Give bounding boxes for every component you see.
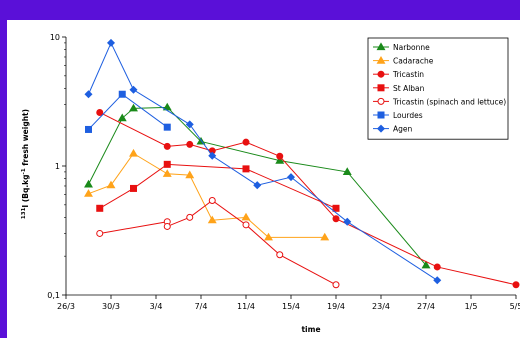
data-point-series-1 bbox=[185, 170, 195, 179]
data-point-series-4 bbox=[96, 229, 104, 237]
data-point-series-0 bbox=[421, 260, 431, 269]
data-point-series-6 bbox=[84, 90, 93, 99]
data-point-series-2 bbox=[163, 142, 171, 150]
data-point-series-2 bbox=[186, 140, 194, 148]
data-point-series-3 bbox=[96, 204, 104, 212]
x-tick-label: 5/5 bbox=[510, 302, 520, 311]
data-point-series-5 bbox=[118, 90, 126, 98]
legend-marker bbox=[376, 42, 386, 51]
data-point-series-0 bbox=[117, 113, 127, 122]
legend-label: Narbonne bbox=[393, 43, 430, 52]
data-point-series-6 bbox=[129, 85, 138, 94]
data-point-series-1 bbox=[84, 189, 93, 197]
legend-box bbox=[367, 37, 509, 140]
x-tick-label: 1/5 bbox=[465, 302, 478, 311]
data-point-series-1 bbox=[129, 148, 138, 157]
x-tick-label: 19/4 bbox=[327, 302, 345, 311]
data-point-series-0 bbox=[129, 103, 138, 112]
legend-label: Lourdes bbox=[393, 111, 423, 120]
y-tick-label: 0,1 bbox=[47, 291, 60, 300]
legend-label: Tricastin bbox=[392, 70, 424, 79]
data-point-series-6 bbox=[208, 151, 217, 160]
data-point-series-1 bbox=[320, 232, 330, 241]
data-point-series-1 bbox=[162, 169, 172, 177]
data-point-series-6 bbox=[253, 181, 262, 190]
x-tick-label: 30/3 bbox=[102, 302, 120, 311]
data-point-series-2 bbox=[512, 281, 520, 289]
data-point-series-6 bbox=[185, 120, 194, 129]
series-line-0 bbox=[88, 106, 427, 266]
x-tick-label: 15/4 bbox=[282, 302, 300, 311]
legend-marker bbox=[377, 97, 385, 105]
data-point-series-0 bbox=[84, 179, 93, 188]
data-point-series-0 bbox=[275, 156, 285, 164]
data-point-series-6 bbox=[433, 276, 442, 285]
legend-marker bbox=[376, 124, 386, 133]
data-point-series-4 bbox=[332, 281, 340, 289]
legend-marker bbox=[377, 70, 385, 78]
data-point-series-1 bbox=[207, 215, 217, 224]
data-point-series-2 bbox=[433, 263, 441, 271]
x-tick-label: 11/4 bbox=[237, 302, 255, 311]
legend-label: St Alban bbox=[393, 84, 425, 93]
x-tick-label: 23/4 bbox=[372, 302, 390, 311]
data-point-series-5 bbox=[163, 123, 171, 131]
legend-label: Cadarache bbox=[393, 57, 434, 66]
data-point-series-6 bbox=[106, 38, 116, 47]
data-point-series-4 bbox=[242, 221, 250, 229]
data-point-series-2 bbox=[242, 138, 250, 146]
y-axis-label: 131I (Bq.kg-1 fresh weight) bbox=[21, 109, 30, 219]
legend-marker bbox=[376, 56, 386, 64]
data-point-series-3 bbox=[130, 184, 137, 192]
x-axis-label: time bbox=[301, 325, 320, 334]
data-point-series-1 bbox=[264, 232, 273, 241]
data-point-series-1 bbox=[106, 180, 116, 189]
data-point-series-4 bbox=[163, 222, 171, 230]
legend-marker bbox=[377, 84, 385, 92]
data-point-series-0 bbox=[162, 102, 172, 111]
chart-frame: 0,1 1 10 26/3 30/3 3/4 7/4 11/4 15/4 19/4 23/4 27/4… bbox=[7, 20, 520, 338]
x-tick-label: 27/4 bbox=[417, 302, 435, 311]
data-point-series-2 bbox=[332, 215, 340, 223]
data-point-series-0 bbox=[342, 167, 352, 176]
data-point-series-1 bbox=[241, 212, 251, 221]
data-point-series-6 bbox=[343, 217, 352, 226]
line-chart: 0,1 1 10 26/3 30/3 3/4 7/4 11/4 15/4 19/4 23/4 27/4… bbox=[21, 33, 520, 334]
data-point-series-3 bbox=[163, 160, 171, 168]
data-point-series-4 bbox=[186, 213, 194, 221]
data-point-series-2 bbox=[96, 108, 104, 116]
data-point-series-4 bbox=[208, 197, 216, 205]
data-point-series-5 bbox=[85, 125, 92, 133]
legend-label: Agen bbox=[393, 125, 413, 134]
data-point-series-4 bbox=[276, 251, 284, 259]
series-line-4 bbox=[99, 199, 337, 286]
x-tick-label: 3/4 bbox=[150, 302, 163, 311]
y-tick-label: 1 bbox=[55, 162, 60, 171]
x-tick-label: 26/3 bbox=[57, 302, 75, 311]
data-point-series-2 bbox=[276, 152, 284, 160]
y-tick-label: 10 bbox=[50, 33, 60, 42]
data-point-series-3 bbox=[242, 165, 250, 173]
series-line-1 bbox=[88, 152, 325, 238]
legend-label: Tricastin (spinach and lettuce) bbox=[392, 97, 506, 106]
x-tick-label: 7/4 bbox=[195, 302, 208, 311]
data-point-series-3 bbox=[332, 204, 340, 212]
legend-marker bbox=[377, 111, 385, 119]
data-point-series-6 bbox=[286, 173, 296, 182]
